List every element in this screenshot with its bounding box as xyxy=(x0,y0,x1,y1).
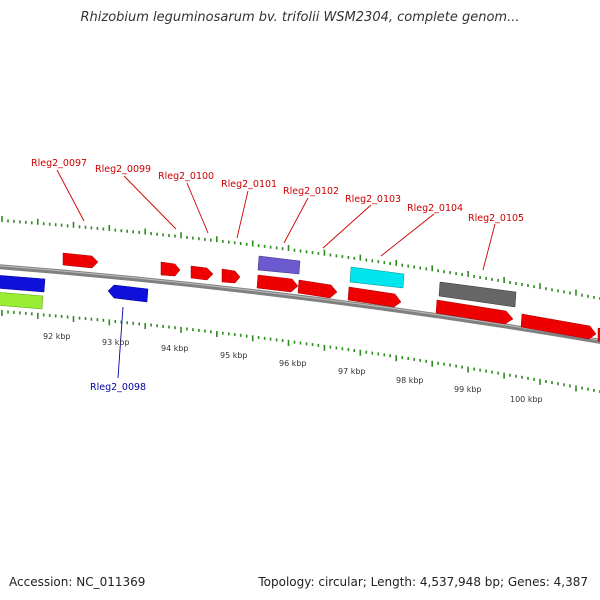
tick-row-bottom xyxy=(1,310,600,393)
gene-feature-blue[interactable] xyxy=(107,284,149,303)
gene-feature-red[interactable] xyxy=(62,252,99,269)
gene-feature-cyan[interactable] xyxy=(349,266,405,289)
gene-label[interactable]: Rleg2_0105 xyxy=(468,213,524,224)
map-title: Rhizobium leguminosarum bv. trifolii WSM… xyxy=(80,10,520,25)
genome-backbone-highlight xyxy=(0,265,600,341)
gene-label[interactable]: Rleg2_0098 xyxy=(90,382,146,393)
scale-label: 92 kbp xyxy=(43,332,71,341)
accession-text: Accession: NC_011369 xyxy=(9,575,146,589)
gene-feature-blue[interactable] xyxy=(0,275,46,293)
gene-label[interactable]: Rleg2_0100 xyxy=(158,171,214,182)
scale-label: 94 kbp xyxy=(161,344,189,353)
gene-feature-red[interactable] xyxy=(520,313,597,340)
gene-feature-red[interactable] xyxy=(347,286,402,308)
tick-row-top xyxy=(1,216,600,300)
scale-label: 100 kbp xyxy=(510,395,543,404)
genome-backbone xyxy=(0,264,600,344)
scale-label: 96 kbp xyxy=(279,359,307,368)
gene-feature-red[interactable] xyxy=(160,261,181,277)
gene-label[interactable]: Rleg2_0099 xyxy=(95,164,151,175)
gene-label[interactable]: Rleg2_0103 xyxy=(345,194,401,205)
gene-label[interactable]: Rleg2_0102 xyxy=(283,186,339,197)
scale-label: 97 kbp xyxy=(338,367,366,376)
scale-label: 93 kbp xyxy=(102,338,130,347)
gene-feature-red[interactable] xyxy=(297,279,338,299)
scale-label: 98 kbp xyxy=(396,376,424,385)
gene-label-leaders xyxy=(56,169,496,271)
topology-summary: Topology: circular; Length: 4,537,948 bp… xyxy=(258,575,588,589)
gene-label[interactable]: Rleg2_0097 xyxy=(31,158,87,169)
gene-label-leader-blue xyxy=(117,306,124,379)
gene-feature-purple[interactable] xyxy=(257,255,301,275)
scale-label: 99 kbp xyxy=(454,385,482,394)
gene-features xyxy=(0,252,600,342)
scale-label: 95 kbp xyxy=(220,351,248,360)
gene-label[interactable]: Rleg2_0101 xyxy=(221,179,277,190)
gene-labels: Rleg2_0097 Rleg2_0099 Rleg2_0100 Rleg2_0… xyxy=(31,158,524,393)
gene-feature-green[interactable] xyxy=(0,292,44,310)
gene-feature-red[interactable] xyxy=(190,265,214,281)
gene-feature-red[interactable] xyxy=(221,268,241,284)
scale-labels: 92 kbp 93 kbp 94 kbp 95 kbp 96 kbp 97 kb… xyxy=(43,332,543,404)
gene-feature-gray[interactable] xyxy=(438,281,517,308)
gene-feature-red[interactable] xyxy=(256,274,299,293)
gene-label[interactable]: Rleg2_0104 xyxy=(407,203,463,214)
gene-feature-red[interactable] xyxy=(435,299,514,325)
